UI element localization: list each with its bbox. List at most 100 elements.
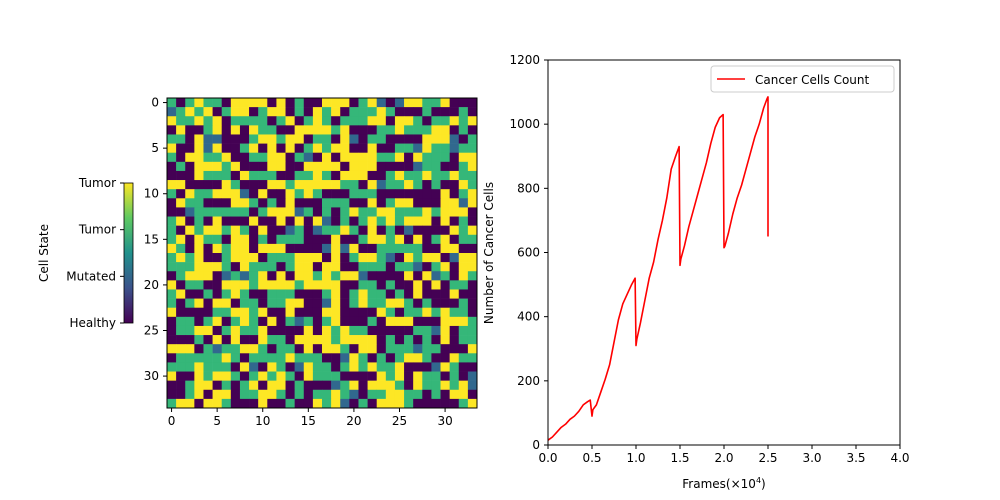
heatmap-cell [367,325,378,336]
heatmap-cell [358,116,368,126]
heatmap-cell [167,125,177,135]
heatmap-cell [440,271,450,281]
heatmap-cell [239,98,250,108]
heatmap-cell [185,207,195,217]
heatmap-cell [422,371,432,381]
heatmap-cell [267,161,277,172]
heatmap-cell [221,344,232,354]
heatmap-cell [294,389,305,400]
heatmap-cell [385,380,396,391]
heatmap-cell [449,116,460,126]
heatmap-cell [203,362,213,372]
heatmap-cell [467,371,478,381]
heatmap-cell [167,152,177,163]
heatmap-cell [394,180,405,190]
heatmap-cell [467,189,478,199]
heatmap-cell [176,152,186,163]
heatmap-cell [249,344,259,354]
heatmap-cell [340,143,350,154]
heatmap-cell [331,344,341,354]
heatmap-cell [331,198,341,208]
heatmap-cell [331,225,341,236]
heatmap-cell [322,362,332,372]
heatmap-cell [312,380,323,391]
colorbar-tick-label: Mutated [66,269,116,283]
heatmap-cell [276,152,286,163]
heatmap-x-tick-label: 20 [346,414,361,428]
heatmap-cell [340,280,350,290]
heatmap-cell [376,325,387,336]
heatmap-cell [276,198,286,208]
heatmap-cell [267,316,277,327]
heatmap-cell [322,316,332,327]
heatmap-cell [167,253,177,263]
heatmap-cell [303,262,314,272]
heatmap-cells [167,98,478,409]
colorbar-tick-label: Healthy [69,316,116,330]
heatmap-cell [322,170,332,181]
heatmap-cell [267,116,277,126]
heatmap-cell [258,298,268,309]
heatmap-cell [303,325,314,336]
heatmap-cell [404,371,414,381]
heatmap-cell [167,344,177,354]
heatmap-cell [194,380,204,391]
heatmap-cell [267,262,277,272]
heatmap-cell [440,253,450,263]
heatmap-cell [322,298,332,309]
heatmap-cell [276,362,286,372]
heatmap-cell [376,307,387,318]
heatmap-cell [394,325,405,336]
heatmap-cell [376,271,387,281]
heatmap-cell [176,198,186,208]
heatmap-cell [385,371,396,381]
heatmap-cell [467,298,478,309]
line-x-tick-label: 1.5 [670,451,689,465]
heatmap-cell [239,271,250,281]
heatmap-cell [294,316,305,327]
heatmap-cell [303,189,314,199]
heatmap-cell [285,307,295,318]
heatmap-y-tick-label: 20 [144,278,159,292]
heatmap-cell [294,280,305,290]
heatmap-cell [285,271,295,281]
heatmap-cell [458,107,469,117]
heatmap-cell [322,344,332,354]
heatmap-cell [249,389,259,400]
heatmap-cell [349,280,359,290]
heatmap-cell [221,198,232,208]
heatmap-cell [404,253,414,263]
heatmap-cell [322,289,332,299]
heatmap-cell [230,316,241,327]
heatmap-cell [340,271,350,281]
heatmap-cell [422,125,432,135]
heatmap-cell [167,362,177,372]
heatmap-cell [221,180,232,190]
heatmap-cell [431,271,441,281]
heatmap-cell [449,298,460,309]
heatmap-cell [221,316,232,327]
heatmap-cell [276,271,286,281]
heatmap-cell [376,107,387,117]
x-label-main: Frames(×10 [682,477,756,491]
heatmap-cell [449,170,460,181]
heatmap-cell [294,289,305,299]
heatmap-cell [431,316,441,327]
heatmap-cell [267,362,277,372]
heatmap-cell [458,207,469,217]
heatmap-cell [331,243,341,254]
heatmap-cell [230,371,241,381]
heatmap-cell [458,216,469,226]
heatmap-cell [276,289,286,299]
heatmap-cell [294,271,305,281]
heatmap-cell [312,198,323,208]
heatmap-cell [176,380,186,391]
heatmap-cell [431,152,441,163]
heatmap-cell [449,253,460,263]
heatmap-cell [167,207,177,217]
heatmap-cell [367,143,378,154]
heatmap-cell [394,98,405,108]
heatmap-cell [431,216,441,226]
heatmap-cell [276,107,286,117]
heatmap-cell [340,234,350,245]
